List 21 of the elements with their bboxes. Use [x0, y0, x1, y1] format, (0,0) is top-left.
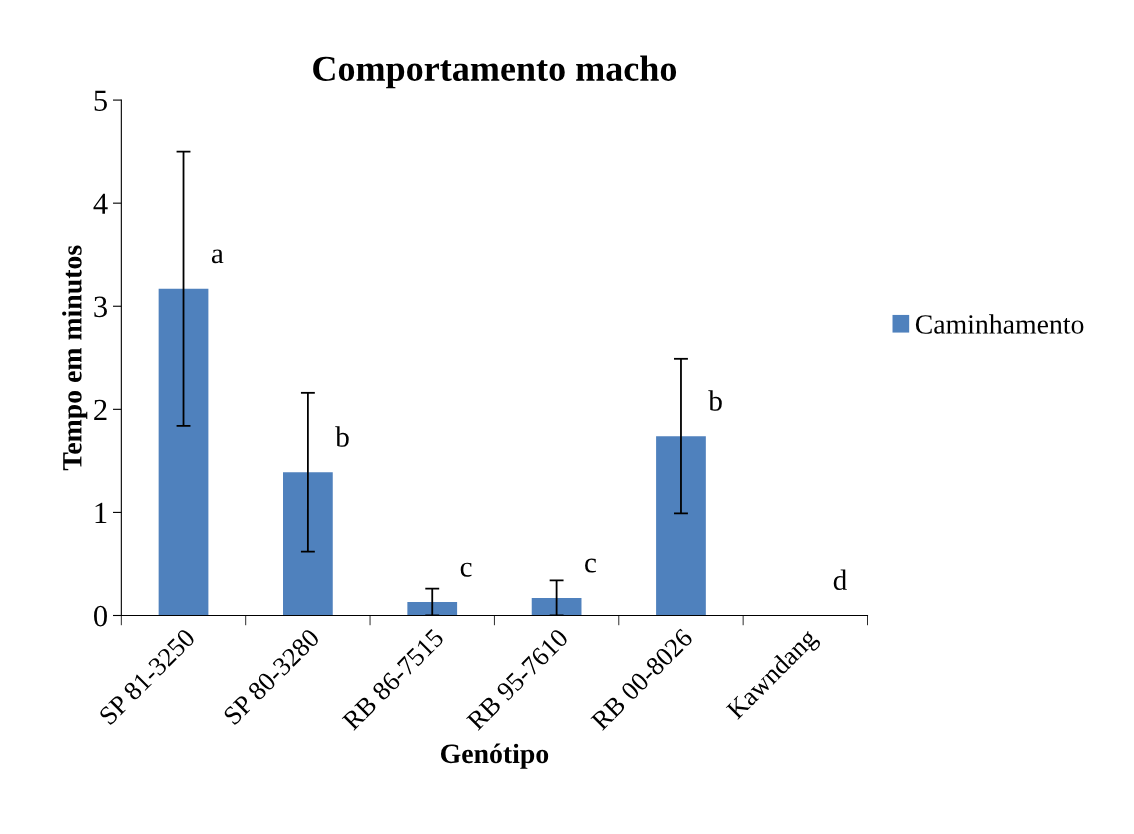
bar: [656, 436, 706, 616]
chart-title: Comportamento macho: [313, 55, 677, 89]
y-tick-label: 5: [94, 90, 107, 111]
annotation: c: [585, 558, 597, 573]
annotation: a: [211, 249, 224, 264]
y-tick-label: 1: [95, 502, 107, 524]
bar: [531, 597, 582, 616]
bar: [407, 602, 458, 616]
annotation: d: [833, 569, 847, 591]
y-axis-title: Tempo em minutos: [62, 245, 88, 471]
bar: [158, 288, 209, 616]
annotation: b: [708, 390, 722, 411]
y-tick-label: 2: [94, 399, 107, 420]
annotation: c: [460, 562, 472, 577]
annotation: b: [335, 426, 349, 447]
x-axis-title: Genótipo: [441, 743, 549, 769]
y-tick-label: 4: [93, 193, 108, 214]
legend-label: Caminhamento: [915, 314, 1084, 334]
y-tick-label: 3: [94, 296, 107, 318]
y-tick-label: 0: [94, 605, 107, 627]
bar: [283, 472, 333, 616]
